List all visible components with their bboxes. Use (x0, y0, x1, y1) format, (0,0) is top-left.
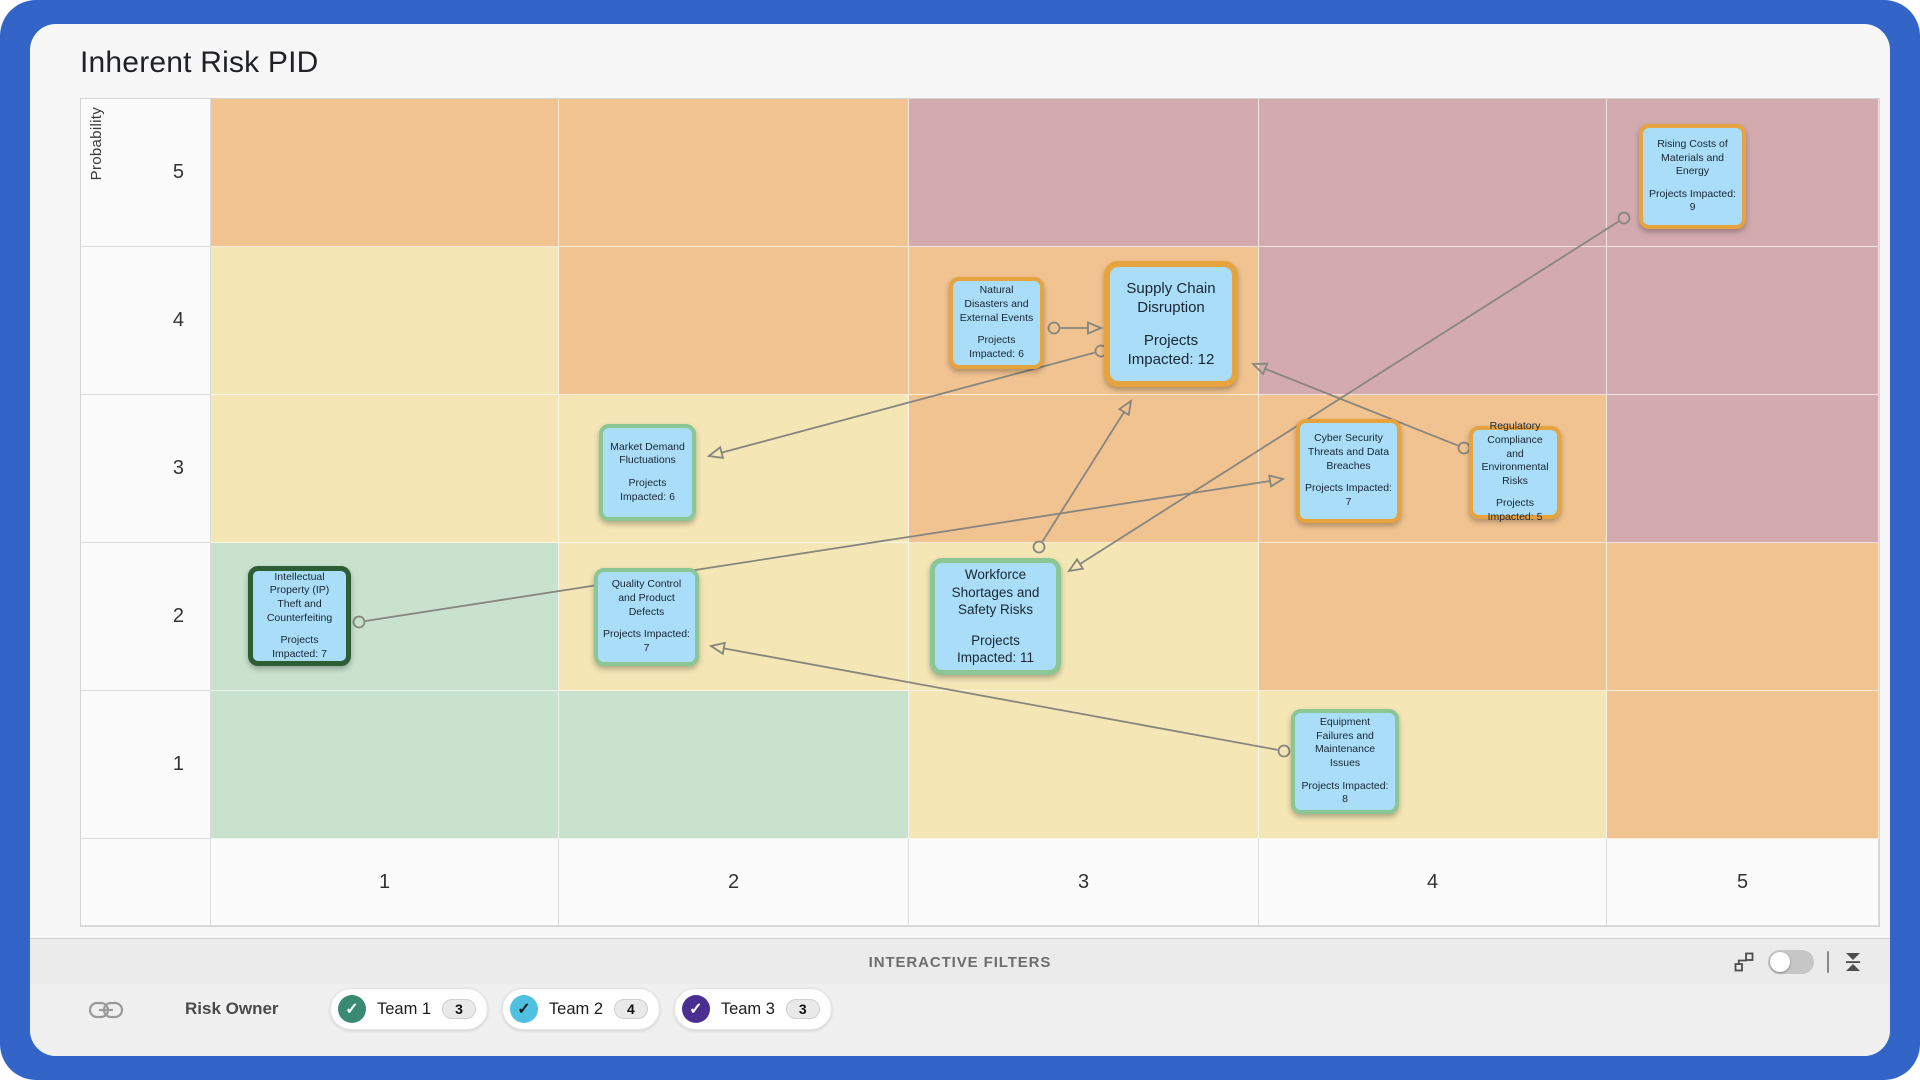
risk-card-title: Rising Costs of Materials and Energy (1657, 137, 1728, 178)
matrix-cell (211, 99, 559, 247)
risk-card-equipment-failures[interactable]: Equipment Failures and Maintenance Issue… (1291, 709, 1399, 814)
check-icon: ✓ (681, 995, 710, 1023)
connections-toggle[interactable] (1768, 950, 1814, 974)
risk-card-title: Intellectual Property (IP) Theft and Cou… (266, 570, 333, 624)
matrix-cell (1259, 543, 1607, 691)
risk-card-title: Supply Chain Disruption (1126, 279, 1216, 317)
risk-card-natural-disasters[interactable]: Natural Disasters and External Events Pro… (949, 277, 1044, 369)
risk-card-title: Regulatory Compliance and Environmental … (1481, 420, 1549, 487)
filters-row: Risk Owner ✓ Team 1 3 ✓ Team 2 4 ✓ Team 3 3 (30, 984, 1890, 1056)
matrix-cell (909, 395, 1259, 543)
chip-count: 3 (785, 999, 820, 1019)
page-title: Inherent Risk PID (80, 46, 319, 79)
risk-card-intellectual-property[interactable]: Intellectual Property (IP) Theft and Cou… (248, 566, 351, 666)
risk-owner-label: Risk Owner (185, 999, 279, 1018)
risk-card-projects-impacted: Projects Impacted: 12 (1127, 331, 1215, 369)
filters-bar-icons (1733, 939, 1864, 985)
risk-card-projects-impacted: Projects Impacted: 5 (1487, 497, 1543, 524)
risk-card-title: Market Demand Fluctuations (610, 440, 685, 467)
axis-corner (81, 839, 211, 926)
matrix-cell (909, 691, 1259, 839)
risk-card-projects-impacted: Projects Impacted: 9 (1649, 187, 1736, 214)
risk-matrix-panel: Inherent Risk PID Probability Rising Cos… (30, 24, 1890, 1056)
risk-card-supply-chain[interactable]: Supply Chain Disruption Projects Impacted… (1104, 261, 1238, 387)
x-axis-tick: 3 (909, 839, 1259, 926)
matrix-cell (1259, 247, 1607, 395)
matrix-cell (559, 99, 909, 247)
risk-card-regulatory-compliance[interactable]: Regulatory Compliance and Environmental … (1469, 420, 1561, 523)
risk-card-projects-impacted: Projects Impacted: 7 (272, 634, 327, 660)
interactive-filters-bar: INTERACTIVE FILTERS (30, 938, 1890, 985)
matrix-cell (211, 691, 559, 839)
risk-card-projects-impacted: Projects Impacted: 8 (1301, 779, 1389, 806)
chip-count: 4 (614, 999, 648, 1019)
chip-label: Team 2 (548, 999, 604, 1018)
filter-chip-team-2[interactable]: ✓ Team 2 4 (501, 988, 660, 1030)
matrix-cell (1607, 691, 1879, 839)
risk-card-projects-impacted: Projects Impacted: 7 (603, 628, 690, 654)
filter-chip-team-1[interactable]: ✓ Team 1 3 (330, 988, 488, 1030)
icons-divider (1827, 951, 1829, 973)
filter-chip-team-3[interactable]: ✓ Team 3 3 (673, 988, 832, 1030)
y-axis-tick: 5 (81, 99, 211, 247)
risk-card-title: Natural Disasters and External Events (959, 284, 1034, 324)
risk-card-projects-impacted: Projects Impacted: 6 (969, 334, 1024, 360)
dependency-arrows (352, 211, 1631, 758)
chip-label: Team 1 (377, 999, 432, 1018)
chip-count: 3 (442, 999, 476, 1019)
x-axis-tick: 5 (1607, 839, 1879, 926)
filter-chips: ✓ Team 1 3 ✓ Team 2 4 ✓ Team 3 3 (330, 988, 832, 1030)
risk-card-rising-costs[interactable]: Rising Costs of Materials and Energy Proj… (1639, 124, 1746, 229)
risk-card-title: Quality Control and Product Defects (611, 578, 682, 618)
chip-label: Team 3 (720, 999, 775, 1018)
risk-card-quality-control[interactable]: Quality Control and Product Defects Proje… (594, 568, 699, 666)
y-axis-tick: 1 (81, 691, 211, 839)
y-axis-tick: 3 (81, 395, 211, 543)
risk-card-cyber-security[interactable]: Cyber Security Threats and Data Breaches… (1296, 419, 1401, 523)
matrix-cell (1607, 395, 1879, 543)
risk-card-title: Cyber Security Threats and Data Breaches (1307, 432, 1390, 472)
matrix-cell (211, 247, 559, 395)
link-icon[interactable] (88, 998, 124, 1022)
risk-card-title: Equipment Failures and Maintenance Issue… (1314, 716, 1376, 769)
matrix-cell (1607, 543, 1879, 691)
matrix-cell (211, 395, 559, 543)
risk-card-projects-impacted: Projects Impacted: 11 (956, 632, 1035, 666)
matrix-cell (559, 691, 909, 839)
matrix-cell (559, 247, 909, 395)
y-axis-tick: 2 (81, 543, 211, 691)
x-axis-tick: 2 (559, 839, 909, 926)
interactive-filters-label: INTERACTIVE FILTERS (868, 953, 1052, 971)
y-axis-tick: 4 (81, 247, 211, 395)
risk-card-workforce-shortages[interactable]: Workforce Shortages and Safety Risks Proj… (930, 558, 1061, 675)
x-axis-tick: 1 (211, 839, 559, 926)
risk-matrix: Probability Rising Costs of Materials an… (80, 98, 1880, 927)
collapse-icon[interactable] (1842, 949, 1864, 975)
risk-card-title: Workforce Shortages and Safety Risks (951, 567, 1040, 618)
risk-card-projects-impacted: Projects Impacted: 7 (1305, 482, 1392, 508)
matrix-cell (909, 99, 1259, 247)
matrix-cell (1607, 247, 1879, 395)
check-icon: ✓ (338, 995, 366, 1023)
risk-card-projects-impacted: Projects Impacted: 6 (620, 477, 675, 503)
schema-flow-icon[interactable] (1733, 951, 1755, 973)
check-icon: ✓ (509, 995, 538, 1023)
toggle-knob (1770, 952, 1790, 972)
risk-card-market-demand[interactable]: Market Demand Fluctuations Projects Impac… (599, 424, 696, 521)
matrix-cell (1259, 99, 1607, 247)
x-axis-tick: 4 (1259, 839, 1607, 926)
